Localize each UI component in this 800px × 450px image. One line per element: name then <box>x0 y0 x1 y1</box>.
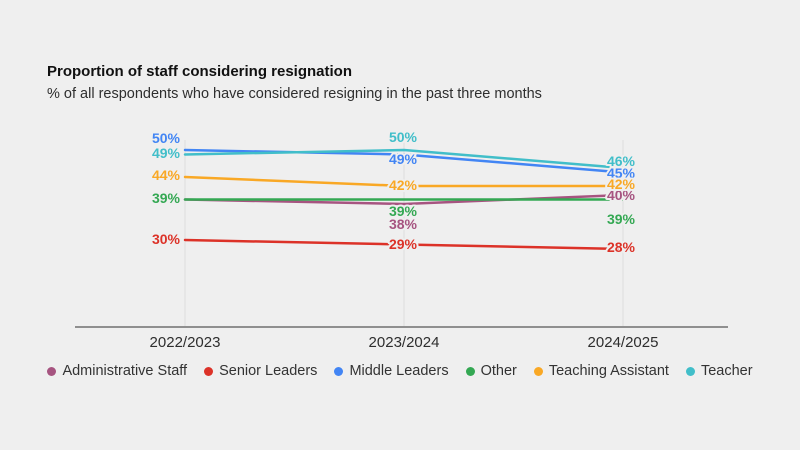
legend-label: Administrative Staff <box>62 363 188 379</box>
legend-dot-icon <box>685 366 695 376</box>
legend-dot-icon <box>533 366 543 376</box>
x-axis-label: 2022/2023 <box>150 334 221 351</box>
series-line-administrative-staff <box>183 193 625 206</box>
legend-dot-icon <box>465 366 475 376</box>
point-label: 49% <box>152 145 181 161</box>
legend-item-teaching-assistant: Teaching Assistant <box>533 363 669 379</box>
legend-label: Teaching Assistant <box>548 363 669 379</box>
point-label: 39% <box>152 190 181 206</box>
point-label: 28% <box>607 239 636 255</box>
legend-item-middle-leaders: Middle Leaders <box>334 363 449 379</box>
chart-title: Proportion of staff considering resignat… <box>47 63 353 80</box>
x-axis-label: 2023/2024 <box>369 334 440 351</box>
legend-dot-icon <box>204 366 214 376</box>
point-label: 46% <box>607 153 636 169</box>
series-line-middle-leaders <box>183 148 625 174</box>
legend-item-senior-leaders: Senior Leaders <box>204 363 317 379</box>
legend-label: Senior Leaders <box>219 363 318 379</box>
chart-legend: Administrative Staff Senior Leaders Middle… <box>0 363 800 379</box>
point-label: 50% <box>152 130 181 146</box>
x-axis-label: 2024/2025 <box>588 334 659 351</box>
series-line-teacher <box>183 148 625 170</box>
point-label: 29% <box>389 236 418 252</box>
point-label: 40% <box>607 187 636 203</box>
point-label: 39% <box>389 203 418 219</box>
legend-label: Other <box>480 363 517 379</box>
point-label: 42% <box>389 177 418 193</box>
legend-item-teacher: Teacher <box>685 363 753 379</box>
series-line-teaching-assistant <box>183 175 625 188</box>
point-label: 30% <box>152 231 181 247</box>
chart-header: Proportion of staff considering resignat… <box>47 62 542 104</box>
series-line-senior-leaders <box>183 238 625 251</box>
legend-dot-icon <box>47 366 57 376</box>
point-label: 45% <box>607 165 636 181</box>
legend-label: Middle Leaders <box>349 363 449 379</box>
point-label: 49% <box>389 151 418 167</box>
legend-item-other: Other <box>465 363 517 379</box>
legend-dot-icon <box>334 366 344 376</box>
point-label: 42% <box>607 176 636 192</box>
point-label: 39% <box>607 211 636 227</box>
chart-subtitle: % of all respondents who have considered… <box>47 86 542 102</box>
legend-label: Teacher <box>700 363 753 379</box>
line-chart: 2022/2023 2023/2024 2024/2025 38% 40% 30% 29% 2… <box>75 127 728 351</box>
point-label: 38% <box>389 216 418 232</box>
legend-item-administrative-staff: Administrative Staff <box>47 363 187 379</box>
point-label: 44% <box>152 167 181 183</box>
point-label: 50% <box>389 129 418 145</box>
